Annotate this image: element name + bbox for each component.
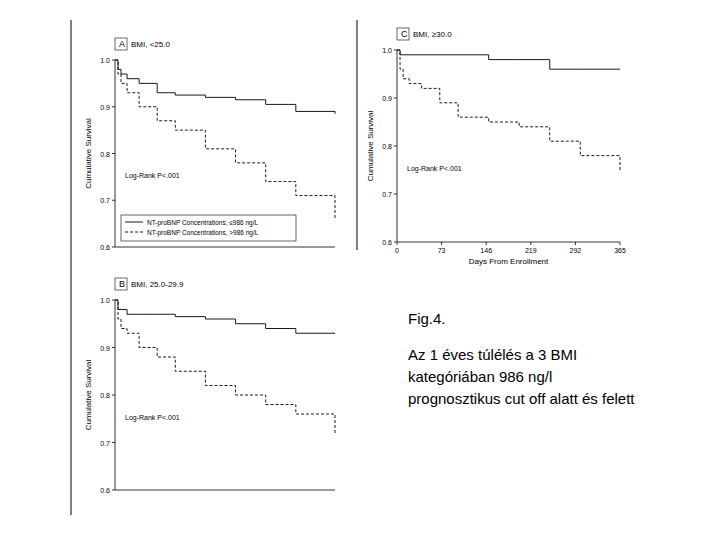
y-tick-label: 1.0 xyxy=(100,297,110,304)
chart: C BMI, ≥30.0 0.6 0.7 0.8 0.9 1.0 0 73 146 219 292 36… xyxy=(366,28,626,266)
y-tick-label: 0.9 xyxy=(100,345,110,352)
y-tick-label: 0.7 xyxy=(100,197,110,204)
chart: A BMI, <25.0 0.6 0.7 0.8 0.9 1.0 Cumulative Sur… xyxy=(84,38,335,251)
survival-curve xyxy=(115,300,335,433)
y-tick-label: 0.6 xyxy=(100,487,110,494)
y-tick xyxy=(394,98,397,99)
caption: Fig.4. Az 1 éves túlélés a 3 BMI kategóri… xyxy=(408,308,648,424)
legend: NT-proBNP Concentrations, ≤986 ng/L NT-pr… xyxy=(121,215,296,241)
x-tick-label: 292 xyxy=(570,247,582,254)
survival-curve xyxy=(115,60,335,219)
x-tick-label: 365 xyxy=(614,247,626,254)
panel-box xyxy=(397,28,409,40)
y-tick xyxy=(112,247,115,248)
y-tick xyxy=(394,146,397,147)
survival-curve xyxy=(397,50,620,69)
y-tick-label: 0.6 xyxy=(100,244,110,251)
x-tick xyxy=(486,242,487,245)
x-tick-label: 146 xyxy=(480,247,492,254)
x-axis xyxy=(115,490,335,491)
y-tick-label: 0.8 xyxy=(100,151,110,158)
annotation: Log-Rank P<.001 xyxy=(407,165,462,173)
panel-label: B xyxy=(119,279,125,289)
y-tick-label: 0.9 xyxy=(382,95,392,102)
chart-title: BMI, 25.0-29.9 xyxy=(131,280,184,289)
y-tick xyxy=(112,395,115,396)
chart-title: BMI, <25.0 xyxy=(131,40,170,49)
annotation: Log-Rank P<.001 xyxy=(125,172,180,180)
x-tick-label: 219 xyxy=(525,247,537,254)
y-axis-label: Cumulative Survival xyxy=(366,110,375,181)
legend-label: NT-proBNP Concentrations, ≤986 ng/L xyxy=(147,219,259,227)
panel-label: C xyxy=(401,29,408,39)
y-tick xyxy=(394,50,397,51)
legend-swatch xyxy=(125,232,143,233)
y-axis-label: Cumulative Survival xyxy=(84,118,93,189)
plot-area xyxy=(115,60,335,219)
figure-number: Fig.4. xyxy=(408,308,648,330)
x-tick xyxy=(441,242,442,245)
x-tick-label: 0 xyxy=(395,247,399,254)
slide-rule xyxy=(357,20,358,250)
survival-curve xyxy=(115,60,335,114)
y-tick xyxy=(112,490,115,491)
x-tick xyxy=(575,242,576,245)
y-tick xyxy=(394,242,397,243)
caption-text: Az 1 éves túlélés a 3 BMI kategóriában 9… xyxy=(408,344,648,410)
y-tick xyxy=(112,60,115,61)
y-tick xyxy=(112,106,115,107)
y-tick-label: 0.8 xyxy=(382,143,392,150)
legend-label: NT-proBNP Concentrations, >986 ng/L xyxy=(147,229,259,237)
y-tick-label: 0.7 xyxy=(382,191,392,198)
y-tick xyxy=(112,300,115,301)
y-tick-label: 1.0 xyxy=(382,47,392,54)
x-tick xyxy=(530,242,531,245)
legend-box xyxy=(121,215,296,241)
slide: A BMI, <25.0 0.6 0.7 0.8 0.9 1.0 Cumulative Sur… xyxy=(0,0,720,540)
slide-rule xyxy=(71,20,72,515)
chart: B BMI, 25.0-29.9 0.6 0.7 0.8 0.9 1.0 Cumulative… xyxy=(84,278,335,494)
plot-area xyxy=(115,300,335,433)
annotation: Log-Rank P<.001 xyxy=(125,414,180,422)
panel-label: A xyxy=(119,39,125,49)
x-axis xyxy=(115,247,335,248)
panel-box xyxy=(115,38,127,50)
y-tick-label: 1.0 xyxy=(100,57,110,64)
survival-curve xyxy=(397,50,620,170)
x-axis-label: Days From Enrollment xyxy=(469,257,549,266)
figure: A BMI, <25.0 0.6 0.7 0.8 0.9 1.0 Cumulative Sur… xyxy=(0,0,720,540)
y-tick xyxy=(112,153,115,154)
y-tick-label: 0.7 xyxy=(100,440,110,447)
survival-curve xyxy=(115,300,335,333)
plot-area xyxy=(397,50,620,170)
y-tick xyxy=(394,194,397,195)
x-tick-label: 73 xyxy=(438,247,446,254)
legend-swatch xyxy=(125,222,143,223)
y-axis-label: Cumulative Survival xyxy=(84,359,93,430)
x-tick xyxy=(620,242,621,245)
y-tick xyxy=(112,200,115,201)
y-tick-label: 0.8 xyxy=(100,392,110,399)
y-tick xyxy=(112,347,115,348)
y-tick-label: 0.6 xyxy=(382,239,392,246)
x-tick xyxy=(397,242,398,245)
panel-box xyxy=(115,278,127,290)
chart-title: BMI, ≥30.0 xyxy=(413,30,452,39)
y-tick xyxy=(112,442,115,443)
y-tick-label: 0.9 xyxy=(100,104,110,111)
x-axis xyxy=(397,242,620,243)
